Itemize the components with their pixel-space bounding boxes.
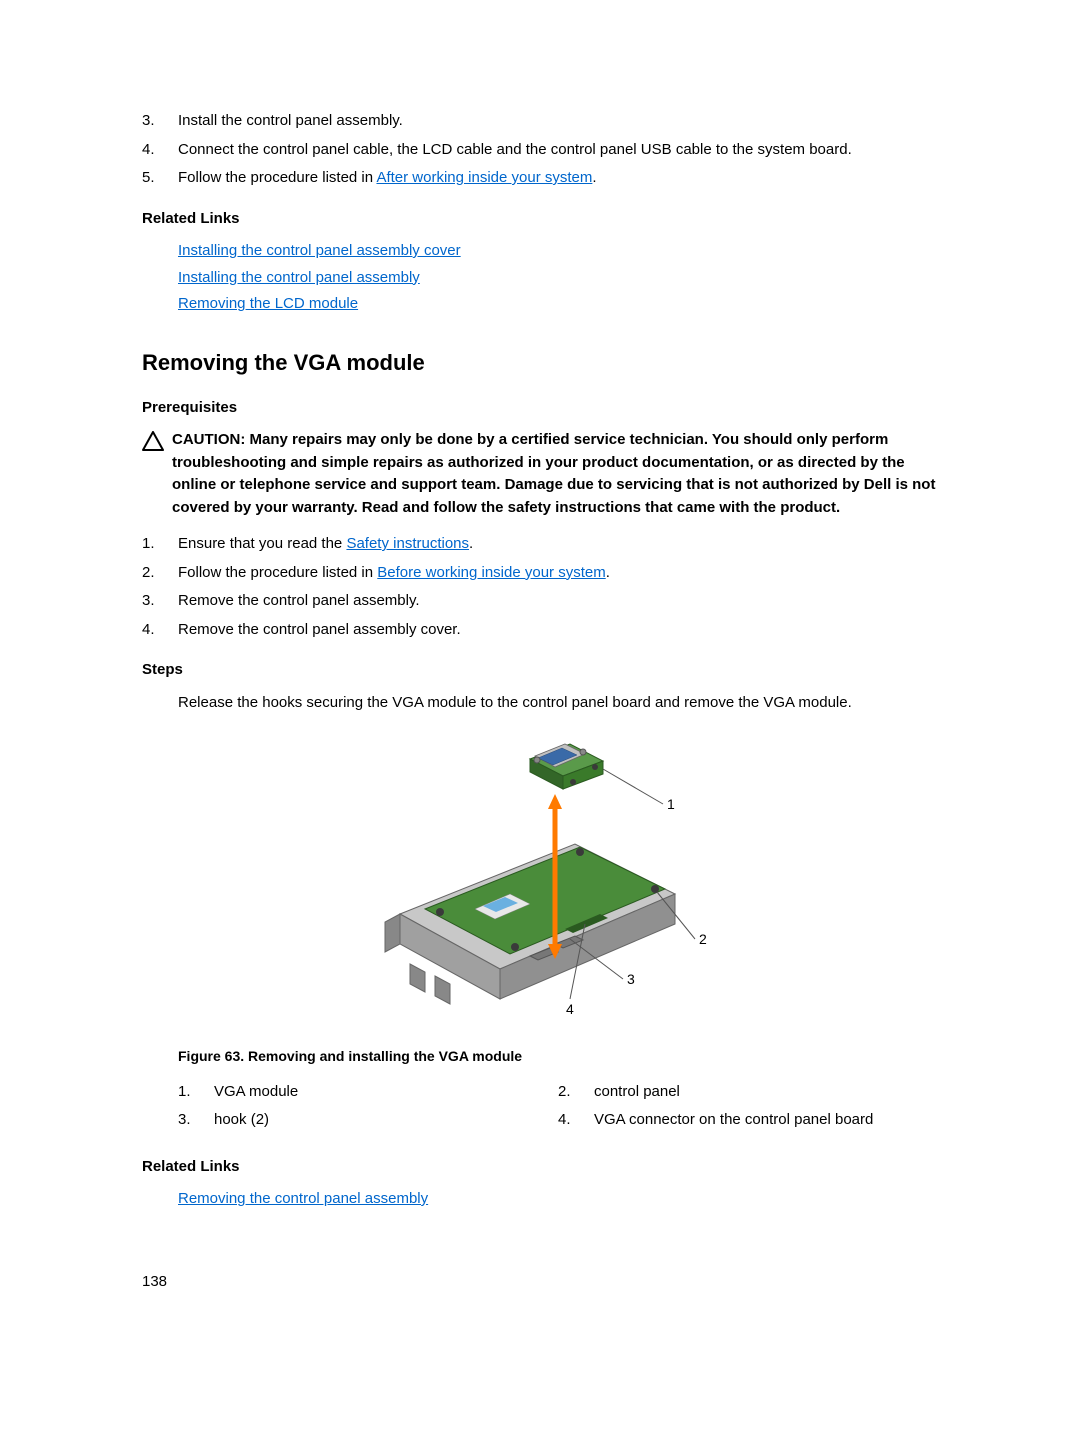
list-item: 3. Install the control panel assembly. — [142, 110, 938, 133]
item-text: Remove the control panel assembly cover. — [178, 619, 938, 642]
legend-num: 4. — [558, 1109, 594, 1132]
vga-module — [530, 744, 603, 789]
item-number: 3. — [142, 110, 178, 133]
item-text: Remove the control panel assembly. — [178, 590, 938, 613]
item-suffix: . — [606, 564, 610, 581]
legend-item: 4. VGA connector on the control panel bo… — [558, 1109, 938, 1132]
legend-col-right: 2. control panel 4. VGA connector on the… — [558, 1081, 938, 1138]
legend-item: 3. hook (2) — [178, 1109, 558, 1132]
legend-num: 1. — [178, 1081, 214, 1104]
figure-caption: Figure 63. Removing and installing the V… — [142, 1046, 938, 1067]
legend-text: VGA module — [214, 1081, 558, 1104]
vga-module-diagram: 1 2 3 4 — [355, 734, 725, 1024]
item-prefix: Ensure that you read the — [178, 535, 346, 552]
remove-assembly-link[interactable]: Removing the control panel assembly — [178, 1190, 428, 1207]
list-item: 1. Ensure that you read the Safety instr… — [142, 533, 938, 556]
item-number: 2. — [142, 562, 178, 585]
item-text: Connect the control panel cable, the LCD… — [178, 139, 938, 162]
legend-col-left: 1. VGA module 3. hook (2) — [178, 1081, 558, 1138]
list-item: 2. Follow the procedure listed in Before… — [142, 562, 938, 585]
item-number: 5. — [142, 167, 178, 190]
prerequisites-heading: Prerequisites — [142, 397, 938, 420]
related-links-heading: Related Links — [142, 208, 938, 231]
legend-text: VGA connector on the control panel board — [594, 1109, 938, 1132]
item-suffix: . — [469, 535, 473, 552]
remove-lcd-link[interactable]: Removing the LCD module — [178, 295, 358, 312]
caution-block: CAUTION: Many repairs may only be done b… — [142, 429, 938, 519]
legend-num: 2. — [558, 1081, 594, 1104]
legend-item: 2. control panel — [558, 1081, 938, 1104]
item-text: Install the control panel assembly. — [178, 110, 938, 133]
list-item: 5. Follow the procedure listed in After … — [142, 167, 938, 190]
related-link-item: Removing the control panel assembly — [178, 1188, 938, 1211]
related-links-bottom: Removing the control panel assembly — [142, 1188, 938, 1211]
after-working-link[interactable]: After working inside your system — [376, 169, 592, 186]
callout-3: 3 — [627, 971, 635, 987]
figure-legend: 1. VGA module 3. hook (2) 2. control pan… — [142, 1081, 938, 1138]
before-working-link[interactable]: Before working inside your system — [377, 564, 605, 581]
callout-2: 2 — [699, 931, 707, 947]
main-heading: Removing the VGA module — [142, 346, 938, 379]
prereq-list: 1. Ensure that you read the Safety instr… — [142, 533, 938, 641]
item-suffix: . — [592, 169, 596, 186]
legend-item: 1. VGA module — [178, 1081, 558, 1104]
related-link-item: Installing the control panel assembly co… — [178, 240, 938, 263]
list-item: 4. Connect the control panel cable, the … — [142, 139, 938, 162]
legend-text: control panel — [594, 1081, 938, 1104]
steps-heading: Steps — [142, 659, 938, 682]
item-prefix: Follow the procedure listed in — [178, 564, 377, 581]
callout-4: 4 — [566, 1001, 574, 1017]
item-prefix: Follow the procedure listed in — [178, 169, 376, 186]
install-cover-link[interactable]: Installing the control panel assembly co… — [178, 242, 461, 259]
figure-63: 1 2 3 4 — [142, 734, 938, 1032]
safety-link[interactable]: Safety instructions — [346, 535, 469, 552]
list-item: 3. Remove the control panel assembly. — [142, 590, 938, 613]
related-links-heading-bottom: Related Links — [142, 1156, 938, 1179]
item-text: Follow the procedure listed in Before wo… — [178, 562, 938, 585]
item-number: 4. — [142, 619, 178, 642]
related-link-item: Installing the control panel assembly — [178, 267, 938, 290]
related-links-top: Installing the control panel assembly co… — [142, 240, 938, 316]
page-number: 138 — [142, 1271, 938, 1294]
related-link-item: Removing the LCD module — [178, 293, 938, 316]
item-number: 3. — [142, 590, 178, 613]
legend-num: 3. — [178, 1109, 214, 1132]
install-assembly-link[interactable]: Installing the control panel assembly — [178, 269, 420, 286]
legend-text: hook (2) — [214, 1109, 558, 1132]
item-number: 1. — [142, 533, 178, 556]
item-text: Ensure that you read the Safety instruct… — [178, 533, 938, 556]
item-text: Follow the procedure listed in After wor… — [178, 167, 938, 190]
callout-1: 1 — [667, 796, 675, 812]
item-number: 4. — [142, 139, 178, 162]
list-item: 4. Remove the control panel assembly cov… — [142, 619, 938, 642]
steps-body: Release the hooks securing the VGA modul… — [142, 692, 938, 715]
caution-text: CAUTION: Many repairs may only be done b… — [172, 429, 938, 519]
top-steps-list: 3. Install the control panel assembly. 4… — [142, 110, 938, 190]
caution-icon — [142, 429, 172, 459]
